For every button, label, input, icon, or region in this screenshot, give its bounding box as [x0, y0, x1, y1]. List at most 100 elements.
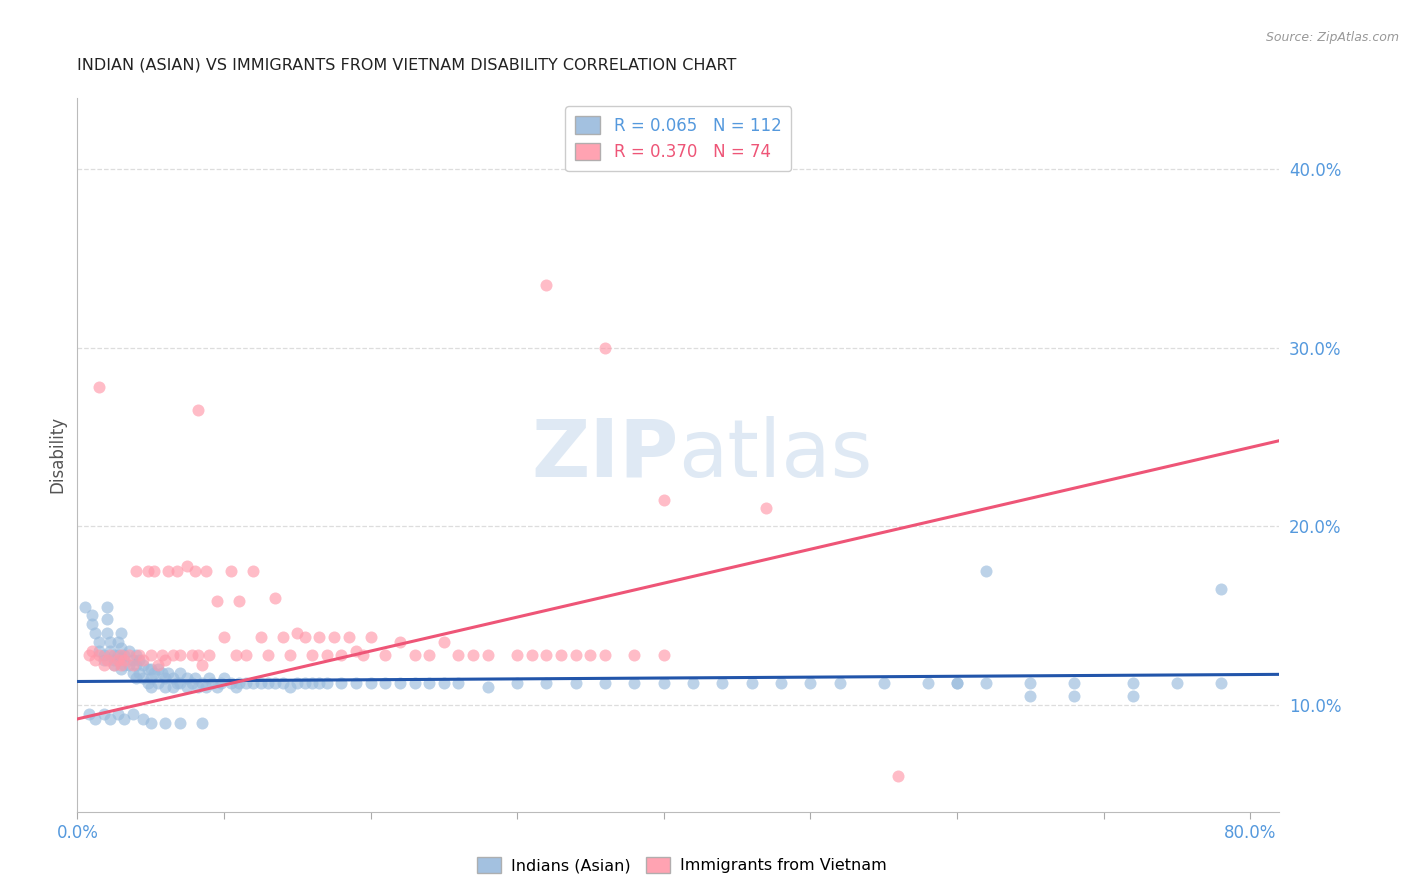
Point [388, 676, 411, 690]
Point [166, 676, 188, 690]
Point [301, 676, 323, 690]
Point [388, 635, 411, 649]
Point [166, 564, 188, 578]
Point [418, 648, 440, 662]
Point [103, 653, 125, 667]
Point [132, 658, 155, 673]
Point [107, 706, 129, 721]
Point [308, 676, 330, 690]
Point [433, 676, 456, 690]
Point [212, 671, 235, 685]
Point [117, 658, 139, 673]
Point [136, 676, 159, 690]
Legend: Indians (Asian), Immigrants from Vietnam: Indians (Asian), Immigrants from Vietnam [471, 850, 893, 880]
Point [169, 648, 191, 662]
Point [205, 680, 228, 694]
Point [212, 630, 235, 644]
Point [799, 676, 821, 690]
Point [146, 658, 169, 673]
Point [315, 676, 337, 690]
Point [125, 671, 148, 685]
Point [155, 715, 177, 730]
Point [191, 658, 214, 673]
Point [139, 715, 162, 730]
Point [162, 680, 184, 694]
Point [122, 706, 145, 721]
Point [195, 680, 218, 694]
Point [565, 676, 588, 690]
Point [187, 403, 209, 417]
Point [242, 676, 264, 690]
Y-axis label: Disability: Disability [48, 417, 66, 493]
Point [162, 648, 184, 662]
Text: INDIAN (ASIAN) VS IMMIGRANTS FROM VIETNAM DISABILITY CORRELATION CHART: INDIAN (ASIAN) VS IMMIGRANTS FROM VIETNA… [77, 58, 737, 73]
Point [84, 626, 107, 640]
Point [80, 644, 103, 658]
Point [652, 648, 675, 662]
Point [974, 676, 997, 690]
Point [136, 564, 159, 578]
Point [741, 676, 763, 690]
Point [623, 676, 645, 690]
Point [1019, 689, 1042, 703]
Point [301, 648, 323, 662]
Point [1209, 676, 1232, 690]
Point [946, 676, 969, 690]
Point [112, 653, 135, 667]
Point [209, 676, 232, 690]
Point [112, 712, 135, 726]
Point [110, 651, 132, 665]
Point [828, 676, 851, 690]
Point [1122, 689, 1144, 703]
Point [447, 648, 470, 662]
Point [84, 712, 107, 726]
Point [117, 648, 139, 662]
Point [132, 671, 155, 685]
Point [176, 558, 198, 573]
Point [219, 564, 242, 578]
Point [593, 341, 616, 355]
Point [122, 658, 145, 673]
Point [536, 648, 558, 662]
Point [93, 648, 115, 662]
Point [235, 676, 257, 690]
Point [198, 648, 221, 662]
Point [418, 676, 440, 690]
Point [872, 676, 894, 690]
Point [146, 676, 169, 690]
Point [122, 653, 145, 667]
Point [128, 665, 150, 680]
Point [93, 658, 115, 673]
Point [110, 658, 132, 673]
Point [139, 648, 162, 662]
Point [125, 648, 148, 662]
Point [155, 671, 177, 685]
Point [887, 769, 910, 783]
Point [84, 653, 107, 667]
Point [278, 648, 301, 662]
Point [294, 630, 316, 644]
Point [139, 680, 162, 694]
Point [1019, 676, 1042, 690]
Point [110, 648, 132, 662]
Point [755, 501, 778, 516]
Point [1122, 676, 1144, 690]
Point [117, 644, 139, 658]
Point [520, 648, 543, 662]
Point [122, 665, 145, 680]
Point [191, 715, 214, 730]
Point [89, 380, 111, 394]
Point [80, 617, 103, 632]
Point [506, 676, 529, 690]
Point [191, 676, 214, 690]
Point [201, 676, 224, 690]
Point [142, 665, 165, 680]
Point [169, 676, 191, 690]
Point [344, 676, 367, 690]
Point [322, 630, 344, 644]
Point [180, 676, 202, 690]
Point [536, 676, 558, 690]
Point [183, 564, 205, 578]
Point [917, 676, 939, 690]
Point [264, 591, 287, 605]
